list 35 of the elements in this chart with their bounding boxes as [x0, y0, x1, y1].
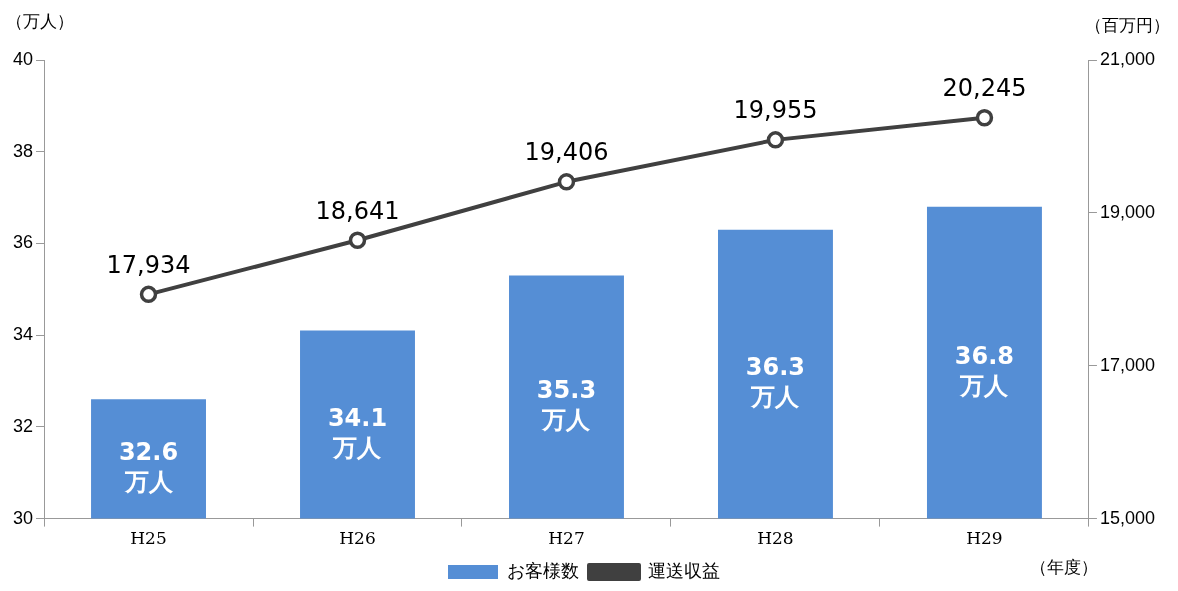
data-label: 18,641 [315, 196, 400, 225]
point [975, 108, 994, 127]
y2-tick-label: 19,000 [1099, 201, 1156, 222]
y-tick-label: 36 [12, 232, 34, 253]
y2-axis-title: （百万円） [1085, 14, 1170, 37]
point [766, 131, 785, 149]
point [348, 231, 367, 250]
x-tick-label: H28 [757, 528, 794, 549]
x-axis-title: （年度） [1030, 556, 1098, 579]
data-label: 19,955 [733, 96, 818, 125]
y-tick-label: 40 [12, 48, 34, 69]
data-label: 36.3 万人 [745, 353, 806, 412]
x-tick-label: H27 [548, 528, 585, 549]
data-label: 36.8 万人 [954, 341, 1015, 400]
data-label: 19,406 [524, 138, 609, 167]
legend-label: 運送収益 [648, 560, 720, 581]
data-label: 32.6 万人 [118, 438, 179, 497]
legend-label: お客様数 [507, 560, 579, 581]
y-tick-label: 34 [12, 324, 34, 345]
x-tick-label: H26 [339, 528, 376, 549]
data-label: 35.3 万人 [536, 376, 597, 435]
point [557, 173, 576, 191]
data-label: 17,934 [106, 250, 191, 279]
data-label: 20,245 [942, 73, 1027, 102]
y2-tick-label: 17,000 [1099, 354, 1156, 375]
x-tick-label: H25 [130, 528, 167, 549]
x-tick-label: H29 [966, 528, 1003, 549]
y2-tick-label: 15,000 [1099, 507, 1156, 528]
y-tick-label: 30 [12, 507, 34, 528]
point [139, 285, 158, 304]
y-axis-title: （万人） [6, 10, 74, 33]
y-tick-label: 32 [12, 415, 34, 436]
data-label: 34.1 万人 [327, 403, 388, 462]
y2-tick-label: 21,000 [1099, 48, 1156, 69]
y-tick-label: 38 [12, 140, 34, 161]
